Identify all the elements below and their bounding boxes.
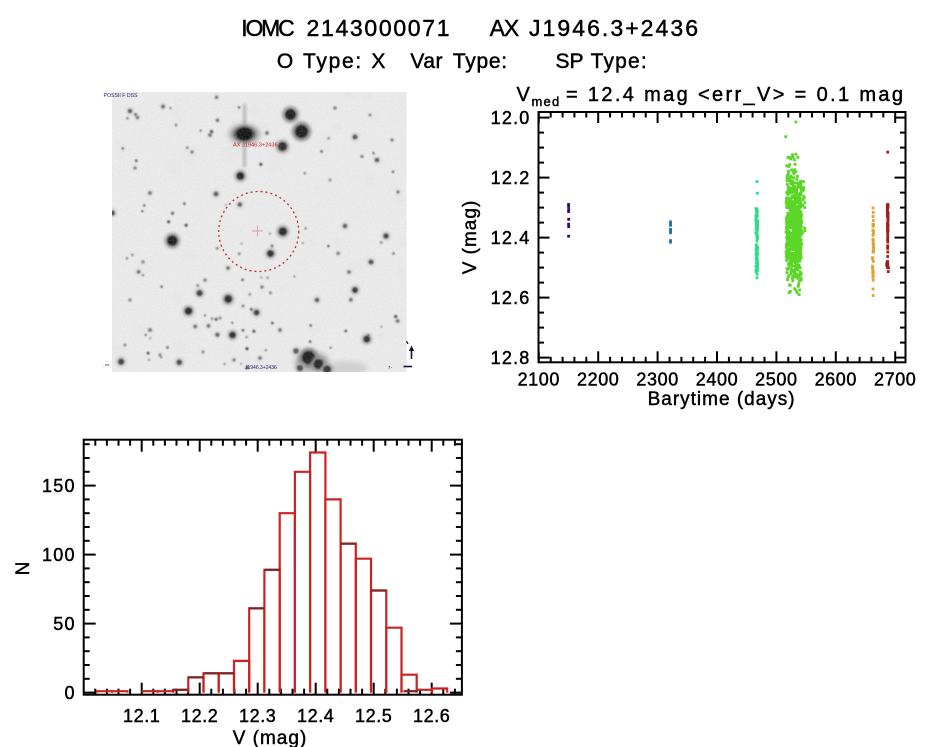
svg-text:2600: 2600: [815, 370, 857, 390]
svg-text:100: 100: [42, 545, 76, 565]
svg-text:2400: 2400: [696, 370, 738, 390]
svg-text:2143000071: 2143000071: [307, 15, 452, 41]
svg-text:2300: 2300: [636, 370, 678, 390]
svg-text:J1946.3+2436: J1946.3+2436: [245, 365, 277, 371]
svg-text:Barytime (days): Barytime (days): [648, 389, 796, 410]
svg-text:Var: Var: [410, 50, 443, 73]
svg-text:12.6: 12.6: [413, 706, 450, 726]
svg-text:2500: 2500: [755, 370, 797, 390]
svg-text:12.8: 12.8: [491, 348, 531, 368]
svg-text:J1946.3+2436: J1946.3+2436: [529, 15, 700, 41]
svg-text:IOMC: IOMC: [241, 15, 294, 41]
svg-text:Type:: Type:: [303, 50, 363, 73]
svg-text:12.2: 12.2: [181, 706, 218, 726]
svg-text:V (mag): V (mag): [460, 200, 481, 275]
svg-text:150: 150: [42, 476, 76, 496]
svg-text:12.4: 12.4: [297, 706, 334, 726]
svg-text:AX: AX: [490, 15, 519, 41]
svg-text:12.4: 12.4: [491, 228, 531, 248]
svg-text:= 12.4 mag <err_V> = 0.1: = 12.4 mag <err_V> = 0.1 mag: [566, 84, 905, 106]
svg-text:0: 0: [64, 683, 75, 703]
svg-text:·**: ·**: [103, 364, 110, 370]
svg-text:12.5: 12.5: [355, 706, 392, 726]
svg-text:Type:: Type:: [591, 50, 648, 73]
svg-text:V: V: [517, 84, 531, 106]
svg-text:12.2: 12.2: [491, 168, 531, 188]
svg-text:O: O: [277, 50, 293, 73]
svg-text:12.3: 12.3: [239, 706, 276, 726]
svg-text:50: 50: [53, 614, 75, 634]
svg-text:AX J1946.3+2436: AX J1946.3+2436: [233, 143, 278, 149]
svg-text:2700: 2700: [874, 370, 916, 390]
svg-text:r·: r·: [389, 365, 393, 371]
svg-text:V (mag): V (mag): [233, 728, 308, 747]
svg-text:POSSII F DSS: POSSII F DSS: [104, 93, 139, 99]
svg-text:med: med: [532, 94, 561, 109]
svg-text:12.6: 12.6: [491, 288, 531, 308]
svg-text:X: X: [371, 50, 385, 73]
svg-text:Type:: Type:: [453, 50, 508, 73]
svg-text:N: N: [13, 562, 34, 576]
svg-text:2200: 2200: [577, 370, 619, 390]
svg-text:SP: SP: [556, 50, 584, 73]
svg-text:12.0: 12.0: [491, 108, 531, 128]
svg-text:2100: 2100: [518, 370, 560, 390]
svg-text:12.1: 12.1: [123, 706, 160, 726]
